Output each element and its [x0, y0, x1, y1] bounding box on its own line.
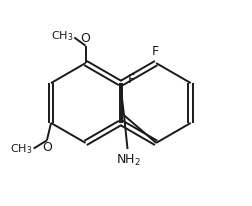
Text: CH$_3$: CH$_3$	[51, 30, 73, 43]
Text: NH$_2$: NH$_2$	[116, 153, 140, 168]
Text: O: O	[42, 141, 52, 154]
Text: O: O	[80, 32, 90, 45]
Text: CH$_3$: CH$_3$	[10, 143, 33, 156]
Text: F: F	[127, 74, 134, 87]
Text: F: F	[151, 45, 158, 58]
